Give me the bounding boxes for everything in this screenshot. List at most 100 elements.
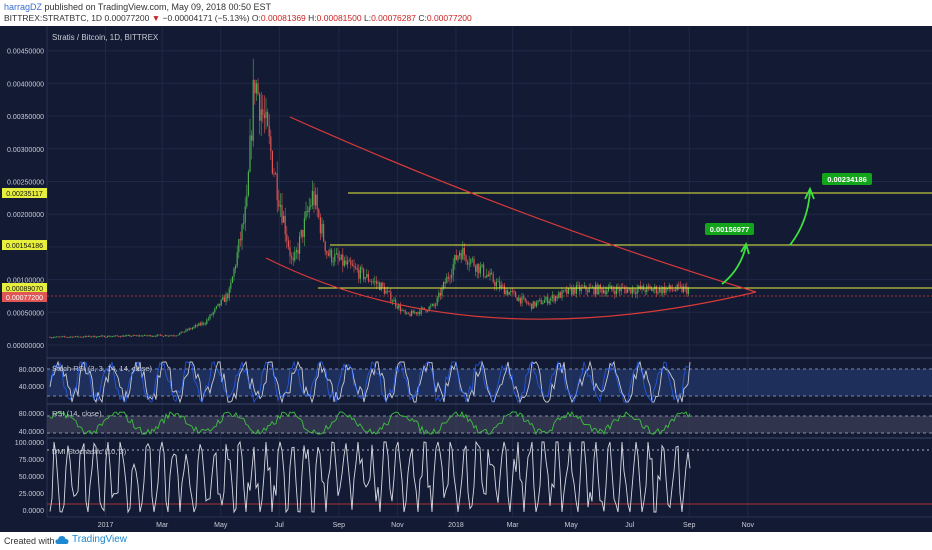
time-tick-label: Sep [333,522,346,529]
candle-body [633,288,635,293]
rsi-tick-80: 80.0000 [19,411,44,418]
footer: Created with TradingView [0,532,932,550]
candle-body [422,307,424,309]
candle-body [124,335,126,337]
price-axis[interactable] [0,26,47,532]
candle-body [331,249,333,263]
candle-body [436,297,438,305]
time-tick-label: May [565,522,579,529]
candle-body [367,274,369,281]
lower-arc[interactable] [265,257,757,320]
candle-body [364,277,366,280]
candle-body [446,276,448,284]
candle-body [291,256,293,258]
down-arrow-icon: ▼ [151,13,161,23]
candle-body [195,325,197,327]
candle-body [236,252,238,266]
projection-arrow-1[interactable] [721,245,747,285]
candle-body [599,284,601,288]
candle-body [382,282,384,287]
price-tick-label: 0.00300000 [7,147,44,154]
candle-body [201,322,203,325]
candle-body [103,335,105,338]
candle-body [95,337,97,338]
candle-body [500,284,502,289]
price-tag-last: 0.00077200 [2,292,47,302]
candle-body [583,285,585,288]
candle-body [174,335,176,337]
candle-body [59,336,61,338]
candle-body [558,292,560,299]
candle-body [542,302,544,305]
candle-body [108,335,110,337]
candle-body [105,337,107,338]
candle-body [447,276,449,279]
price-tick-label: 0.00050000 [7,310,44,317]
candle-body [553,295,555,302]
time-tick-label: Nov [391,522,404,529]
upper-arc[interactable] [289,116,757,293]
author-link[interactable]: harragDZ [4,2,43,12]
candle-body [295,250,297,252]
price-tick-label: 0.00450000 [7,49,44,56]
target-label-2[interactable]: 0.00234186 [822,173,872,185]
candle-body [166,335,168,336]
time-tick-label: Sep [683,522,696,529]
candle-body [297,250,299,254]
candle-body [407,312,409,314]
candle-body [663,286,665,293]
candle-body [342,254,344,266]
change-text: −0.00004171 (−5.13%) [162,13,250,23]
candle-body [548,300,550,304]
candle-body [116,335,118,337]
candle-body [439,292,441,296]
candle-body [659,287,661,292]
cloud-icon [55,535,69,544]
candle-body [412,310,414,314]
candle-body [388,290,390,292]
candle-body [179,333,181,335]
candle-body [292,257,294,261]
candle-body [300,229,302,237]
candle-body [535,302,537,307]
candle-body [444,282,446,284]
price-tag-level-2-text: 0.00154186 [6,243,43,250]
candle-body [406,312,408,314]
candle-body [49,337,51,338]
time-axis[interactable] [47,517,932,532]
candle-body [449,278,451,279]
publish-header: harragDZ published on TradingView.com, M… [0,0,932,26]
price-tick-label: 0.00350000 [7,114,44,121]
candle-body [379,282,381,291]
time-tick-label: Nov [742,522,755,529]
candle-body [79,336,81,338]
candle-body [505,290,507,295]
candle-body [350,260,352,265]
candle-body [73,336,75,338]
candle-body [140,335,142,337]
candle-body [177,334,179,336]
candle-body [532,301,534,309]
target-label-1[interactable]: 0.00156977 [705,223,754,235]
candle-body [212,312,214,315]
candle-body [193,326,195,328]
candle-body [324,241,326,252]
candle-body [263,114,265,118]
candle-body [374,280,376,282]
candle-body [94,335,96,338]
candle-body [131,336,133,337]
candle-body [483,264,485,277]
candle-body [318,209,320,217]
projection-arrow-2[interactable] [789,190,811,246]
candle-body [604,290,606,294]
candle-body [81,336,83,338]
chart-canvas[interactable]: Stratis / Bitcoin, 1D, BITTREX 0.0045000… [0,26,932,532]
candle-body [239,239,241,241]
candle-body [284,215,286,235]
tradingview-logo[interactable]: TradingView [55,534,127,545]
candle-body [595,284,597,295]
candle-body [556,296,558,299]
candle-body [655,286,657,294]
candle-body [279,205,281,207]
candle-body [687,288,689,294]
